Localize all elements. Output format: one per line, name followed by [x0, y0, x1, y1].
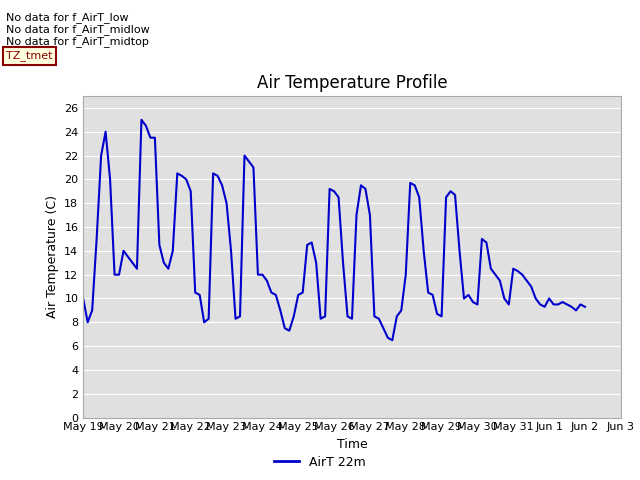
- Text: No data for f_AirT_low: No data for f_AirT_low: [6, 12, 129, 23]
- X-axis label: Time: Time: [337, 438, 367, 451]
- Text: No data for f_AirT_midtop: No data for f_AirT_midtop: [6, 36, 149, 47]
- Text: TZ_tmet: TZ_tmet: [6, 50, 53, 61]
- Title: Air Temperature Profile: Air Temperature Profile: [257, 73, 447, 92]
- Legend: AirT 22m: AirT 22m: [269, 451, 371, 474]
- Y-axis label: Air Temperature (C): Air Temperature (C): [45, 195, 58, 318]
- Text: No data for f_AirT_midlow: No data for f_AirT_midlow: [6, 24, 150, 35]
